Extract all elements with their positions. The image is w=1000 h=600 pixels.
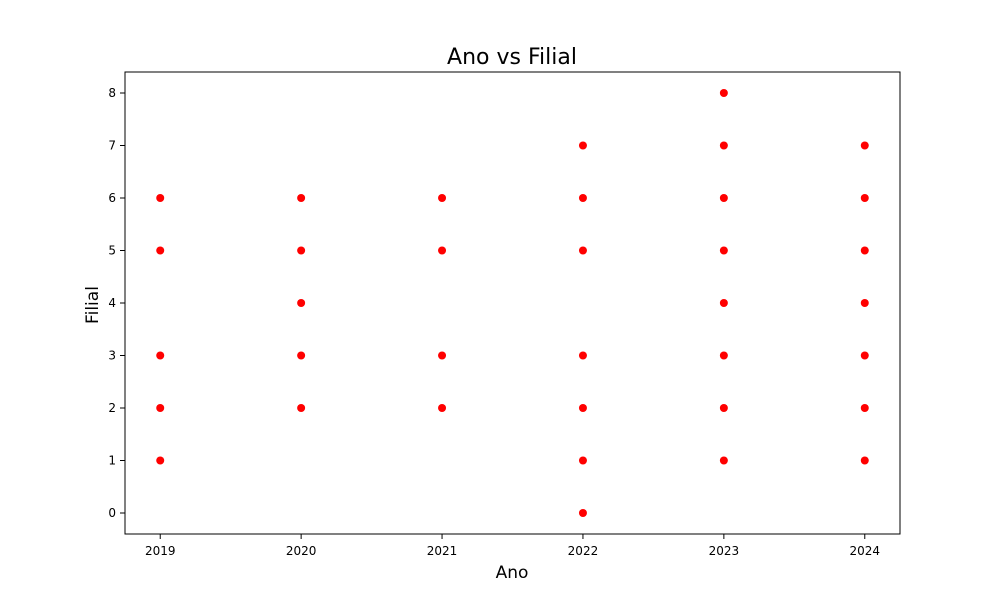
data-point	[719, 456, 728, 465]
data-point	[860, 194, 869, 202]
x-axis-label: Ano	[496, 563, 529, 583]
x-tick-label: 2021	[427, 544, 458, 558]
x-axis: 2019 2020 2021 2022 2023 2024	[145, 534, 880, 558]
data-point	[578, 404, 587, 412]
data-point	[578, 141, 587, 150]
data-point	[578, 456, 587, 465]
x-tick-label: 2019	[145, 544, 176, 558]
data-points	[156, 89, 869, 517]
y-tick-label: 5	[108, 244, 116, 258]
data-point	[719, 404, 728, 412]
y-tick-label: 2	[108, 401, 116, 415]
data-point	[156, 351, 165, 360]
data-point	[578, 246, 587, 255]
data-point	[860, 351, 869, 360]
data-point	[860, 299, 869, 307]
y-axis-label: Filial	[83, 286, 103, 324]
x-tick-label: 2024	[849, 544, 880, 558]
data-point	[860, 404, 869, 412]
y-tick-label: 6	[108, 191, 116, 205]
data-point	[297, 404, 306, 412]
data-point	[438, 351, 447, 360]
data-point	[578, 194, 587, 202]
x-tick-label: 2020	[286, 544, 317, 558]
data-point	[156, 194, 165, 202]
data-point	[438, 404, 447, 412]
data-point	[860, 141, 869, 150]
data-point	[156, 404, 165, 412]
data-point	[297, 246, 306, 255]
chart-title: Ano vs Filial	[447, 45, 577, 70]
y-tick-label: 4	[108, 296, 116, 310]
data-point	[578, 509, 587, 517]
data-point	[719, 246, 728, 255]
data-point	[719, 89, 728, 97]
plot-frame	[124, 71, 901, 535]
data-point	[297, 299, 306, 307]
data-point	[297, 194, 306, 202]
y-axis: 0 1 2 3 4 5 6 7 8	[108, 86, 125, 520]
data-point	[156, 456, 165, 465]
data-point	[719, 141, 728, 150]
data-point	[719, 194, 728, 202]
x-tick-label: 2022	[568, 544, 599, 558]
data-point	[860, 456, 869, 465]
y-tick-label: 1	[108, 454, 116, 468]
data-point	[438, 246, 447, 255]
y-tick-label: 7	[108, 139, 116, 153]
data-point	[438, 194, 447, 202]
data-point	[860, 246, 869, 255]
y-tick-label: 0	[108, 506, 116, 520]
data-point	[156, 246, 165, 255]
y-tick-label: 3	[108, 349, 116, 363]
data-point	[578, 351, 587, 360]
x-tick-label: 2023	[709, 544, 740, 558]
data-point	[297, 351, 306, 360]
y-tick-label: 8	[108, 86, 116, 100]
data-point	[719, 351, 728, 360]
data-point	[719, 299, 728, 307]
